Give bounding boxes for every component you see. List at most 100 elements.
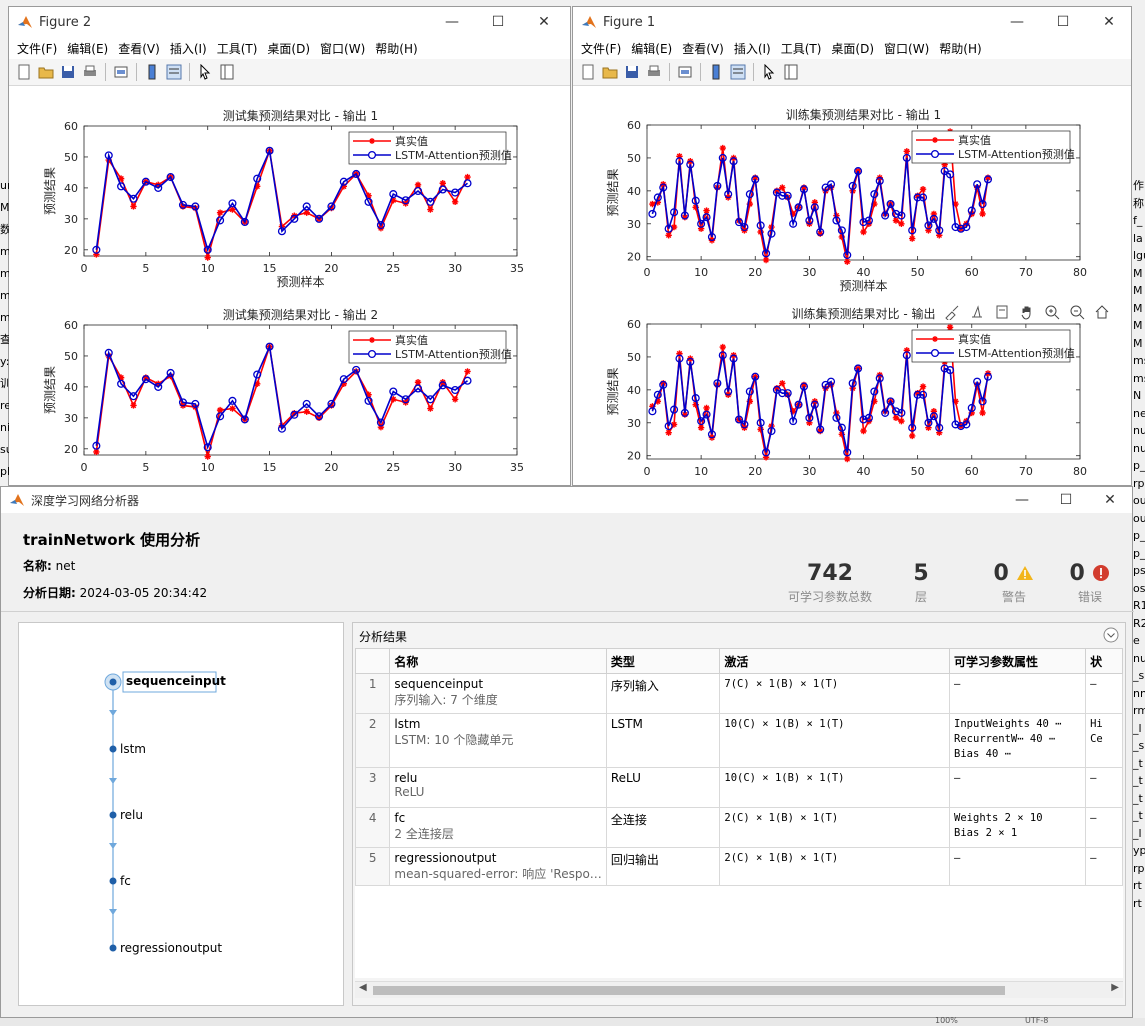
- graph-node-lstm[interactable]: lstm: [120, 742, 146, 756]
- zoom-in-icon[interactable]: [1044, 304, 1060, 320]
- col-learnables[interactable]: 可学习参数属性: [949, 648, 1087, 674]
- cell-learnables: Weights 2 × 10 Bias 2 × 1: [949, 807, 1087, 848]
- menu-window[interactable]: 窗口(W): [884, 41, 930, 56]
- graph-node-sequenceinput[interactable]: sequenceinput: [126, 674, 226, 688]
- pointer-icon[interactable]: [761, 64, 777, 80]
- maximize-button[interactable]: ☐: [1059, 492, 1073, 508]
- pred-value-point: [854, 364, 863, 373]
- colorbar-icon[interactable]: [708, 64, 724, 80]
- results-row[interactable]: 1 sequenceinput 序列输入: 7 个维度 序列输入 7(C) × 1(B)…: [355, 673, 1123, 714]
- save-icon[interactable]: [60, 64, 76, 80]
- menu-desktop[interactable]: 桌面(D): [831, 41, 875, 56]
- legend-icon[interactable]: [166, 64, 182, 80]
- maximize-button[interactable]: ☐: [491, 14, 505, 30]
- legend-icon[interactable]: [730, 64, 746, 80]
- scroll-right-arrow[interactable]: ▶: [1111, 982, 1119, 993]
- maximize-button[interactable]: ☐: [1056, 14, 1070, 30]
- menu-help[interactable]: 帮助(H): [939, 41, 982, 56]
- zoom-out-icon[interactable]: [1069, 304, 1085, 320]
- new-figure-icon[interactable]: [580, 64, 596, 80]
- home-icon[interactable]: [1094, 304, 1110, 320]
- menu-edit[interactable]: 编辑(E): [631, 41, 673, 56]
- figure1-titlebar[interactable]: Figure 1 — ☐ ✕: [573, 7, 1131, 37]
- pointer-icon[interactable]: [197, 64, 213, 80]
- analyzer-titlebar[interactable]: 深度学习网络分析器 — ☐ ✕: [1, 487, 1132, 513]
- x-tick-label: 60: [965, 465, 979, 478]
- results-row[interactable]: 3 relu ReLU ReLU 10(C) × 1(B) × 1(T) – –: [355, 767, 1123, 808]
- menu-tools[interactable]: 工具(T): [216, 41, 258, 56]
- y-axis-label: 预测结果: [606, 168, 620, 216]
- results-row[interactable]: 2 lstm LSTM: 10 个隐藏单元 LSTM 10(C) × 1(B) × 1(…: [355, 713, 1123, 768]
- menu-desktop[interactable]: 桌面(D): [267, 41, 311, 56]
- pred-value-point: [659, 380, 668, 389]
- col-type[interactable]: 类型: [605, 648, 721, 674]
- true-value-point: [817, 230, 824, 237]
- true-value-point: [914, 389, 921, 397]
- true-value-point: [229, 206, 236, 213]
- true-value-point: [142, 374, 150, 381]
- menu-view[interactable]: 查看(V): [682, 41, 724, 56]
- close-button[interactable]: ✕: [1103, 14, 1115, 30]
- x-tick-label: 25: [386, 461, 400, 474]
- property-inspector-icon[interactable]: [219, 64, 235, 80]
- scrollbar-thumb[interactable]: [373, 986, 1005, 995]
- print-icon[interactable]: [646, 64, 662, 80]
- menu-view[interactable]: 查看(V): [118, 41, 160, 56]
- background-text-fragment: M: [0, 201, 9, 214]
- graph-node-regressionoutput[interactable]: regressionoutput: [120, 941, 223, 955]
- true-value-point: [925, 424, 932, 431]
- export-icon[interactable]: [994, 304, 1010, 320]
- property-inspector-icon[interactable]: [783, 64, 799, 80]
- menu-insert[interactable]: 插入(I): [169, 41, 207, 56]
- true-value-point: [315, 414, 323, 422]
- col-activation[interactable]: 激活: [719, 648, 951, 674]
- legend-true-label: 真实值: [958, 133, 991, 147]
- minimize-button[interactable]: —: [1010, 14, 1024, 30]
- menu-file[interactable]: 文件(F): [17, 41, 58, 56]
- open-file-icon[interactable]: [38, 64, 54, 80]
- toolbar-separator: [753, 63, 754, 81]
- menu-insert[interactable]: 插入(I): [733, 41, 771, 56]
- x-tick-label: 30: [802, 465, 816, 478]
- figure2-titlebar[interactable]: Figure 2 — ☐ ✕: [9, 7, 570, 37]
- menu-edit[interactable]: 编辑(E): [67, 41, 109, 56]
- learnable-property: –: [954, 852, 961, 864]
- network-graph-panel[interactable]: sequenceinput lstm relu fc regressionout…: [18, 622, 344, 1006]
- minimize-button[interactable]: —: [445, 14, 459, 30]
- close-button[interactable]: ✕: [1104, 492, 1116, 508]
- row-index: 1: [355, 673, 391, 714]
- close-button[interactable]: ✕: [538, 14, 550, 30]
- datatip-icon[interactable]: [969, 304, 985, 320]
- new-figure-icon[interactable]: [16, 64, 32, 80]
- pred-value-point: [908, 226, 917, 235]
- brush-icon[interactable]: [944, 304, 960, 320]
- pan-hand-icon[interactable]: [1019, 304, 1035, 320]
- horizontal-scrollbar[interactable]: ◀ ▶: [355, 981, 1123, 998]
- cell-states: Hi Ce: [1085, 713, 1123, 768]
- menu-window[interactable]: 窗口(W): [320, 41, 366, 56]
- link-plot-icon[interactable]: [113, 64, 129, 80]
- col-name[interactable]: 名称: [389, 648, 607, 674]
- minimize-button[interactable]: —: [1015, 492, 1029, 508]
- save-icon[interactable]: [624, 64, 640, 80]
- pred-value-point: [864, 413, 873, 422]
- open-file-icon[interactable]: [602, 64, 618, 80]
- cell-activation: 10(C) × 1(B) × 1(T): [719, 713, 951, 768]
- menu-help[interactable]: 帮助(H): [375, 41, 418, 56]
- results-row[interactable]: 4 fc 2 全连接层 全连接 2(C) × 1(B) × 1(T) Weights 2 …: [355, 807, 1123, 848]
- col-states[interactable]: 状: [1085, 648, 1123, 674]
- collapse-panel-icon[interactable]: [1103, 627, 1119, 643]
- menu-file[interactable]: 文件(F): [581, 41, 622, 56]
- figure1-canvas: 0 10 20 30 40 50 60 70 80 20 30 40 50 60 训练集预测结果对比 - 输…: [573, 86, 1131, 485]
- colorbar-icon[interactable]: [144, 64, 160, 80]
- scroll-left-arrow[interactable]: ◀: [359, 982, 367, 993]
- graph-node-relu[interactable]: relu: [120, 808, 143, 822]
- results-row[interactable]: 5 regressionoutput mean-squared-error: 响应 …: [355, 847, 1123, 886]
- print-icon[interactable]: [82, 64, 98, 80]
- graph-node-fc[interactable]: fc: [120, 874, 131, 888]
- plot-title: 训练集预测结果对比 - 输出: [792, 306, 936, 321]
- menu-tools[interactable]: 工具(T): [780, 41, 822, 56]
- true-value-point: [892, 414, 900, 422]
- learnable-property: InputWeights 40 ⋯: [954, 718, 1062, 730]
- link-plot-icon[interactable]: [677, 64, 693, 80]
